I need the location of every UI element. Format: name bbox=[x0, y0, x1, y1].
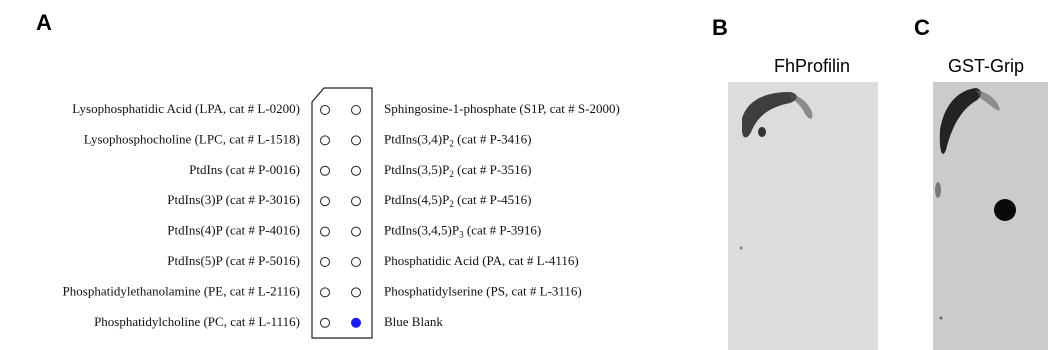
lipid-spot bbox=[321, 318, 330, 327]
lipid-label: PtdIns(5)P (cat # P-5016) bbox=[167, 253, 300, 268]
lipid-label: PtdIns(4)P (cat # P-4016) bbox=[167, 223, 300, 238]
lipid-label: Lysophosphatidic Acid (LPA, cat # L-0200… bbox=[72, 101, 300, 116]
lipid-spot bbox=[352, 136, 361, 145]
blot-title: FhProfilin bbox=[774, 56, 850, 76]
lipid-spot bbox=[321, 227, 330, 236]
panel-label: B bbox=[712, 15, 728, 40]
lipid-spot bbox=[321, 258, 330, 267]
label-part: Blue Blank bbox=[384, 314, 443, 329]
label-part: PtdIns(3,5)P bbox=[384, 162, 449, 177]
label-part: Phosphatidic Acid (PA, cat # L-4116) bbox=[384, 253, 579, 268]
lipid-spot bbox=[321, 136, 330, 145]
lipid-label: PtdIns(3,5)P2 (cat # P-3516) bbox=[384, 162, 532, 179]
lipid-spot bbox=[352, 166, 361, 175]
lipid-spot bbox=[352, 197, 361, 206]
label-part: PtdIns(3,4,5)P bbox=[384, 223, 459, 238]
lipid-spot bbox=[352, 288, 361, 297]
label-part: Sphingosine-1-phosphate (S1P, cat # S-20… bbox=[384, 101, 620, 116]
lipid-spot bbox=[352, 258, 361, 267]
lipid-label: Phosphatidic Acid (PA, cat # L-4116) bbox=[384, 253, 579, 268]
panel-label: C bbox=[914, 15, 930, 40]
lipid-spot bbox=[321, 288, 330, 297]
blot-c bbox=[933, 82, 1048, 350]
lipid-spot bbox=[321, 106, 330, 115]
lipid-spot bbox=[352, 318, 361, 327]
label-part: (cat # P-3416) bbox=[454, 131, 532, 146]
lipid-spot bbox=[352, 227, 361, 236]
label-part: (cat # P-3516) bbox=[454, 162, 532, 177]
lipid-label: PtdIns (cat # P-0016) bbox=[189, 162, 300, 177]
lipid-label: PtdIns(3,4,5)P3 (cat # P-3916) bbox=[384, 223, 541, 240]
panel-label: A bbox=[36, 10, 52, 35]
lipid-label: Phosphatidylcholine (PC, cat # L-1116) bbox=[94, 314, 300, 329]
lipid-label: Blue Blank bbox=[384, 314, 443, 329]
lipid-label: PtdIns(3)P (cat # P-3016) bbox=[167, 192, 300, 207]
label-part: PtdIns(3,4)P bbox=[384, 131, 449, 146]
lipid-label: Phosphatidylserine (PS, cat # L-3116) bbox=[384, 283, 582, 298]
label-part: Phosphatidylserine (PS, cat # L-3116) bbox=[384, 283, 582, 298]
lipid-spot bbox=[321, 197, 330, 206]
blot-b bbox=[728, 82, 878, 350]
blot-title: GST-Grip bbox=[948, 56, 1024, 76]
lipid-label: PtdIns(4,5)P2 (cat # P-4516) bbox=[384, 192, 532, 209]
label-part: PtdIns(4,5)P bbox=[384, 192, 449, 207]
lipid-label: Lysophosphocholine (LPC, cat # L-1518) bbox=[84, 131, 300, 146]
lipid-label: Phosphatidylethanolamine (PE, cat # L-21… bbox=[63, 283, 300, 298]
figure: A B C FhProfilin GST-Grip Lysophosphatid… bbox=[0, 0, 1048, 350]
lipid-spot bbox=[321, 166, 330, 175]
label-part: (cat # P-3916) bbox=[464, 223, 542, 238]
lipid-label: Sphingosine-1-phosphate (S1P, cat # S-20… bbox=[384, 101, 620, 116]
label-part: (cat # P-4516) bbox=[454, 192, 532, 207]
membrane-outline bbox=[312, 88, 372, 338]
lipid-spot bbox=[352, 106, 361, 115]
lipid-label: PtdIns(3,4)P2 (cat # P-3416) bbox=[384, 131, 532, 148]
